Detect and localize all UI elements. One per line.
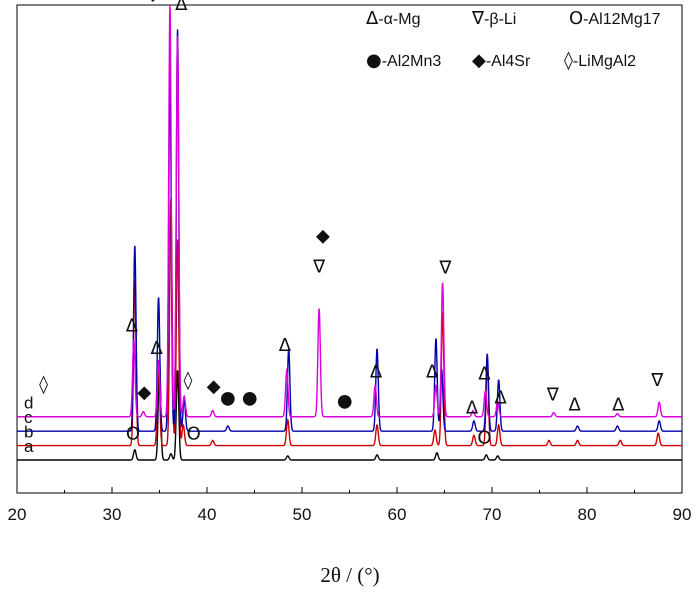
- legend-symbol-al12mg17: O: [569, 8, 583, 29]
- x-tick-label-90: 90: [673, 505, 692, 524]
- x-tick-label-60: 60: [388, 505, 407, 524]
- marker-alpha-mg-20: Δ: [478, 364, 491, 385]
- legend: Δ-α-Mg ∇-β-Li O-Al12Mg17 ●-Al2Mn3 ◆-Al4S…: [366, 8, 661, 71]
- marker-beta-li-19: ∇: [438, 258, 452, 279]
- trace-c: [17, 29, 682, 432]
- legend-label-limgal2: -LiMgAl2: [573, 53, 636, 70]
- legend-label-beta-li: -β-Li: [484, 11, 516, 28]
- legend-entry-al2mn3: ●-Al2Mn3: [366, 50, 441, 71]
- trace-b: [17, 198, 682, 447]
- marker-beta-li-26: ∇: [650, 370, 664, 391]
- marker-al12mg17-1: O: [187, 423, 201, 444]
- marker-alpha-mg-21: Δ: [466, 398, 479, 419]
- legend-symbol-alpha-mg: Δ: [366, 8, 379, 29]
- legend-symbol-al2mn3: ●: [366, 50, 382, 71]
- legend-symbol-limgal2: ◊: [564, 50, 573, 71]
- trace-a: [17, 359, 682, 461]
- marker-alpha-mg-17: Δ: [370, 362, 383, 383]
- legend-entry-al12mg17: O-Al12Mg17: [569, 8, 661, 29]
- marker-al4sr-5: ◆: [137, 382, 151, 403]
- marker-beta-li-23: ∇: [546, 384, 560, 405]
- marker-alpha-mg-6: Δ: [150, 338, 163, 359]
- marker-al4sr-14: ◆: [316, 226, 330, 247]
- marker-al12mg17-2: O: [477, 428, 491, 449]
- trace-label-a: a: [24, 437, 34, 456]
- diffraction-traces: [17, 5, 682, 461]
- x-axis-title: 2θ / (°): [320, 563, 379, 587]
- marker-beta-li-7: ∇: [146, 0, 160, 7]
- x-tick-label-50: 50: [293, 505, 312, 524]
- trace-label-b: b: [24, 423, 33, 442]
- plot-frame: [16, 4, 683, 494]
- legend-label-al2mn3: -Al2Mn3: [382, 53, 442, 70]
- x-tick-label-40: 40: [198, 505, 217, 524]
- x-tick-label-70: 70: [483, 505, 502, 524]
- phase-markers: OOO◊Δ◆Δ∇Δ◊◆●●Δ◆∇●ΔΔ∇ΔΔΔ∇ΔΔ∇: [39, 0, 664, 449]
- legend-symbol-al4sr: ◆: [472, 50, 486, 71]
- marker-alpha-mg-4: Δ: [126, 315, 139, 336]
- marker-al2mn3-12: ●: [242, 387, 258, 408]
- marker-al4sr-10: ◆: [207, 376, 221, 397]
- marker-alpha-mg-25: Δ: [612, 395, 625, 416]
- x-axis-tick-labels: 20 30 40 50 60 70 80 90: [8, 505, 692, 524]
- legend-entry-al4sr: ◆-Al4Sr: [472, 50, 531, 71]
- legend-label-al4sr: -Al4Sr: [486, 53, 531, 70]
- legend-entry-alpha-mg: Δ-α-Mg: [366, 8, 420, 29]
- legend-label-alpha-mg: -α-Mg: [378, 11, 420, 28]
- marker-al2mn3-11: ●: [220, 387, 236, 408]
- marker-alpha-mg-8: Δ: [175, 0, 188, 15]
- marker-alpha-mg-18: Δ: [426, 362, 439, 383]
- trace-label-c: c: [24, 408, 33, 427]
- marker-beta-li-15: ∇: [312, 257, 326, 278]
- marker-limgal2-9: ◊: [184, 370, 193, 391]
- marker-alpha-mg-22: Δ: [494, 387, 507, 408]
- marker-alpha-mg-13: Δ: [279, 335, 292, 356]
- x-tick-label-30: 30: [103, 505, 122, 524]
- x-axis-ticks: [16, 487, 683, 493]
- trace-label-d: d: [24, 394, 33, 413]
- marker-al2mn3-16: ●: [337, 390, 353, 411]
- marker-alpha-mg-24: Δ: [568, 395, 581, 416]
- legend-entry-beta-li: ∇-β-Li: [471, 8, 516, 29]
- trace-d: [17, 5, 682, 418]
- legend-label-al12mg17: -Al12Mg17: [583, 11, 660, 28]
- x-tick-label-20: 20: [8, 505, 27, 524]
- marker-limgal2-3: ◊: [39, 374, 48, 395]
- marker-al12mg17-0: O: [126, 423, 140, 444]
- legend-symbol-beta-li: ∇: [471, 8, 485, 29]
- legend-entry-limgal2: ◊-LiMgAl2: [564, 50, 636, 71]
- x-tick-label-80: 80: [578, 505, 597, 524]
